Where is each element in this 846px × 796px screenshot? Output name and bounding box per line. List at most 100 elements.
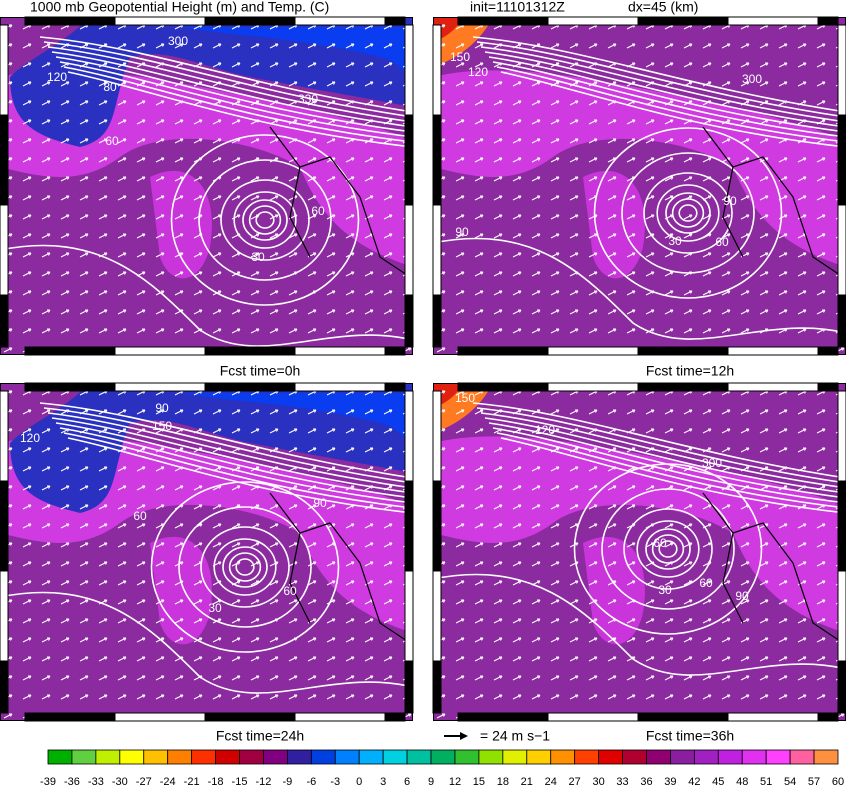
- frame-tick: [637, 346, 729, 356]
- colorbar-box: [191, 749, 216, 765]
- contour-label: 60: [133, 509, 147, 523]
- height-contour: [220, 179, 310, 261]
- height-contour: [488, 56, 846, 133]
- colorbar-tick-label: -6: [306, 776, 316, 788]
- frame-tick: [24, 712, 116, 722]
- height-contour: [432, 237, 846, 340]
- wind-vectors: [0, 383, 413, 721]
- colorbar-tick-label: 0: [356, 776, 362, 788]
- height-contour: [0, 244, 414, 347]
- height-contour: [55, 56, 414, 133]
- colorbar-box: [334, 749, 360, 765]
- height-contour: [248, 205, 282, 235]
- height-contour: [472, 402, 846, 479]
- frame-tick: [204, 346, 296, 356]
- height-contour: [43, 407, 414, 484]
- colorbar-tick-label: -15: [232, 776, 248, 788]
- colorbar-box: [741, 749, 767, 765]
- frame-tick: [727, 346, 819, 356]
- frame-tick: [637, 16, 729, 26]
- height-contour: [636, 520, 700, 578]
- frame-tick: [404, 114, 414, 206]
- height-contour: [222, 546, 268, 588]
- colorbar-box: [598, 749, 623, 765]
- frame-tick: [547, 16, 639, 26]
- frame-tick: [727, 382, 819, 392]
- height-contour: [213, 538, 277, 596]
- height-contour: [665, 192, 711, 234]
- panel-label: Fcst time=24h: [216, 728, 304, 744]
- frame-tick: [837, 204, 846, 296]
- frame-tick: [727, 712, 819, 722]
- colorbar-tick-label: 15: [473, 776, 485, 788]
- frame-tick: [404, 204, 414, 296]
- contour-label: 60: [715, 235, 729, 249]
- colorbar-box: [143, 749, 169, 765]
- height-contour: [235, 558, 255, 576]
- colorbar-box: [622, 749, 647, 765]
- height-contour: [645, 528, 691, 570]
- colorbar-box: [574, 749, 600, 765]
- contour-label: 30: [658, 583, 672, 597]
- height-contour: [55, 422, 414, 499]
- colorbar-box: [430, 749, 456, 765]
- height-contour: [484, 51, 846, 128]
- frame-tick: [432, 390, 442, 482]
- contour-label: 300: [702, 456, 722, 470]
- frame-tick: [432, 570, 442, 662]
- frame-tick: [432, 660, 442, 714]
- height-contour: [51, 51, 414, 128]
- height-contour: [47, 412, 414, 489]
- colorbar-box: [717, 749, 743, 765]
- frame-tick: [404, 660, 414, 714]
- map-panel: 150 120 300 60 30 60 90: [432, 382, 846, 722]
- frame-tick: [837, 570, 846, 662]
- colorbar-box: [95, 749, 121, 765]
- frame-tick: [384, 346, 406, 356]
- height-contour: [643, 172, 733, 254]
- contour-label: 120: [47, 70, 67, 84]
- frame-tick: [384, 382, 406, 392]
- colorbar-tick-label: 39: [664, 776, 676, 788]
- frame-tick: [404, 294, 414, 348]
- colorbar-box: [406, 749, 432, 765]
- height-contour: [0, 591, 414, 694]
- colorbar-box: [646, 749, 671, 765]
- colorbar-box: [286, 749, 312, 765]
- colorbar-box: [71, 749, 97, 765]
- colorbar: -39 -36 -33 -30 -27 -24 -21 -18 -15 -12 -9 -6 -3 0 3 6 9…: [40, 749, 844, 788]
- contour-label: 90: [735, 589, 749, 603]
- height-contour: [488, 422, 846, 499]
- frame-tick: [432, 24, 442, 116]
- colorbar-tick-label: -27: [136, 776, 152, 788]
- frame-tick: [547, 346, 639, 356]
- contour-label: 60: [283, 584, 297, 598]
- frame-tick: [294, 346, 386, 356]
- contour-label: 80: [103, 80, 117, 94]
- colorbar-tick-label: 45: [712, 776, 724, 788]
- panel-label: Fcst time=0h: [220, 363, 301, 379]
- height-contour: [651, 534, 685, 564]
- frame-tick: [294, 382, 386, 392]
- height-contour: [484, 417, 846, 494]
- height-contour: [593, 127, 783, 299]
- frame-tick: [0, 480, 9, 572]
- colorbar-tick-label: -12: [256, 776, 272, 788]
- height-contour: [656, 184, 720, 242]
- contour-label: 120: [468, 65, 488, 79]
- colorbar-tick-label: -36: [64, 776, 80, 788]
- height-contour: [63, 66, 414, 143]
- colorbar-box: [310, 749, 336, 765]
- colorbar-tick-label: 54: [784, 776, 796, 788]
- frame-tick: [0, 570, 9, 662]
- height-contour: [480, 46, 846, 123]
- colorbar-box: [693, 749, 719, 765]
- height-contour: [233, 191, 297, 249]
- frame-tick: [817, 382, 839, 392]
- frame-tick: [837, 480, 846, 572]
- frame-tick: [0, 114, 9, 206]
- contour-label: 90: [155, 401, 169, 415]
